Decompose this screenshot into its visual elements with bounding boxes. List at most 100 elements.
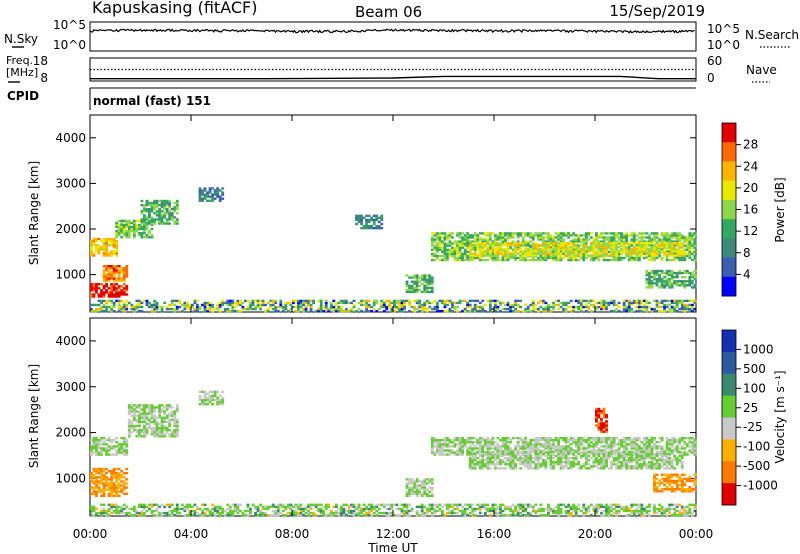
range-gate-cell	[607, 232, 611, 235]
range-gate-cell	[112, 295, 116, 298]
range-gate-cell	[375, 218, 379, 222]
range-gate-cell	[269, 513, 273, 517]
range-gate-cell	[680, 299, 684, 303]
range-gate-cell	[673, 232, 677, 235]
nsearch-tick-top: 10^5	[707, 22, 740, 36]
range-gate-cell	[137, 503, 141, 506]
range-gate-cell	[602, 445, 606, 448]
range-gate-cell	[463, 441, 467, 444]
range-gate-cell	[685, 269, 689, 273]
range-gate-cell	[567, 254, 571, 257]
range-gate-cell	[446, 248, 449, 251]
range-gate-cell	[501, 439, 505, 442]
range-gate-cell	[622, 238, 626, 241]
range-gate-cell	[241, 305, 245, 309]
range-gate-cell	[127, 424, 131, 428]
range-gate-cell	[360, 309, 363, 313]
range-gate-cell	[451, 451, 454, 454]
colorbar-swatch	[722, 123, 736, 143]
range-gate-cell	[620, 244, 624, 247]
range-gate-cell	[256, 305, 260, 309]
range-gate-cell	[488, 441, 492, 444]
range-gate-cell	[600, 511, 603, 515]
range-gate-cell	[428, 503, 432, 506]
range-gate-cell	[536, 309, 540, 313]
range-gate-cell	[554, 258, 558, 262]
range-gate-cell	[491, 451, 495, 454]
range-gate-cell	[372, 220, 376, 224]
range-gate-cell	[582, 436, 586, 440]
range-gate-cell	[494, 503, 497, 506]
range-gate-cell	[170, 513, 174, 517]
range-gate-cell	[541, 240, 545, 243]
range-gate-cell	[110, 273, 114, 276]
range-gate-cell	[579, 234, 583, 237]
range-gate-cell	[170, 406, 174, 409]
range-gate-cell	[574, 242, 578, 245]
range-gate-cell	[102, 478, 106, 481]
range-gate-cell	[105, 484, 108, 487]
range-gate-cell	[622, 246, 626, 249]
range-gate-cell	[663, 275, 666, 279]
range-gate-cell	[458, 503, 462, 506]
range-gate-cell	[206, 403, 209, 406]
range-gate-cell	[529, 511, 533, 515]
range-gate-cell	[173, 309, 177, 313]
range-gate-cell	[531, 305, 535, 309]
range-gate-cell	[286, 511, 290, 515]
range-gate-cell	[165, 428, 169, 432]
range-gate-cell	[605, 503, 608, 506]
range-gate-cell	[605, 236, 608, 239]
range-gate-cell	[584, 309, 588, 313]
range-gate-cell	[377, 503, 381, 506]
range-gate-cell	[496, 238, 500, 241]
range-gate-cell	[105, 488, 108, 491]
range-gate-cell	[158, 199, 161, 203]
range-gate-cell	[107, 453, 111, 456]
range-gate-cell	[562, 244, 565, 247]
range-gate-cell	[238, 309, 242, 313]
range-gate-cell	[137, 418, 141, 421]
range-gate-cell	[342, 309, 346, 313]
range-gate-cell	[574, 443, 578, 446]
range-gate-cell	[688, 248, 692, 251]
range-gate-cell	[420, 505, 424, 509]
range-gate-cell	[198, 398, 202, 402]
range-gate-cell	[140, 430, 144, 434]
range-gate-cell	[178, 305, 182, 309]
range-gate-cell	[241, 307, 245, 311]
range-gate-cell	[645, 240, 649, 243]
range-gate-cell	[605, 443, 608, 446]
range-gate-cell	[612, 232, 616, 235]
range-gate-cell	[680, 282, 684, 285]
range-gate-cell	[637, 258, 641, 262]
range-gate-cell	[125, 236, 129, 239]
range-gate-cell	[292, 509, 295, 513]
range-gate-cell	[100, 439, 103, 442]
range-gate-cell	[112, 482, 116, 485]
range-gate-cell	[173, 422, 177, 426]
range-gate-cell	[382, 309, 386, 313]
range-gate-cell	[175, 433, 179, 436]
range-gate-cell	[572, 242, 576, 245]
range-gate-cell	[339, 307, 343, 311]
range-gate-cell	[117, 511, 121, 515]
range-gate-cell	[476, 246, 480, 249]
range-gate-cell	[481, 248, 485, 251]
range-gate-cell	[602, 250, 606, 253]
range-gate-cell	[117, 231, 121, 235]
range-gate-cell	[218, 303, 222, 307]
range-gate-cell	[468, 303, 472, 307]
range-gate-cell	[557, 441, 560, 444]
range-gate-cell	[173, 418, 177, 421]
range-gate-cell	[494, 445, 497, 448]
range-gate-cell	[122, 507, 126, 511]
range-gate-cell	[107, 279, 111, 282]
range-gate-cell	[201, 400, 204, 404]
range-gate-cell	[587, 238, 591, 241]
range-gate-cell	[648, 254, 651, 258]
range-gate-cell	[541, 299, 545, 303]
range-gate-cell	[367, 224, 371, 228]
range-gate-cell	[90, 478, 93, 481]
range-gate-cell	[206, 193, 209, 196]
